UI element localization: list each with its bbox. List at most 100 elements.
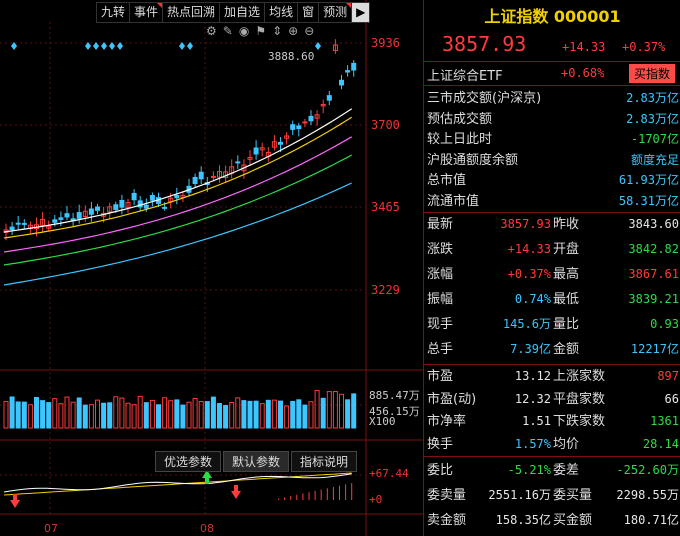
event-marker-icon: [11, 42, 17, 50]
stats-label-2: 平盘家数: [553, 391, 606, 407]
candle-body: [58, 217, 64, 220]
etf-label[interactable]: 上证综合ETF: [427, 69, 503, 84]
order-label-2: 委买量: [553, 488, 593, 503]
volume-bar: [186, 401, 192, 429]
volume-bar: [149, 399, 155, 429]
tab-default-params[interactable]: 默认参数: [223, 451, 290, 472]
order-label: 委比: [427, 463, 454, 478]
order-value-2: 180.71亿: [623, 513, 679, 527]
stats-value: 12.32: [514, 391, 551, 406]
buy-index-button[interactable]: 买指数: [629, 64, 676, 83]
gear-icon[interactable]: ⚙: [206, 24, 223, 38]
quote-label-2: 昨收: [553, 217, 580, 232]
order-label-2: 委差: [553, 463, 580, 478]
volume-bar: [82, 404, 88, 429]
event-marker-icon: [93, 42, 99, 50]
order-value: -5.21%: [507, 463, 551, 477]
volume-bar: [58, 403, 64, 429]
toolbar-button-window[interactable]: 窗: [298, 3, 320, 22]
price-axis-label: 3700: [371, 118, 400, 132]
volume-bar: [27, 404, 33, 429]
volume-bar: [265, 399, 271, 429]
candle-body: [320, 104, 326, 107]
volume-bar: [271, 399, 277, 429]
brush-icon[interactable]: ✎: [222, 24, 239, 38]
volume-bar: [52, 398, 58, 429]
kline-chart[interactable]: [0, 0, 423, 536]
candle-body: [339, 79, 344, 86]
candle-body: [278, 141, 283, 145]
tab-indicator-help[interactable]: 指标说明: [291, 451, 358, 472]
volume-bar: [119, 397, 125, 429]
quote-value: 145.6万: [502, 317, 551, 331]
candle-body: [143, 204, 149, 209]
order-value: 158.35亿: [495, 513, 551, 527]
moving-average-line: [3, 154, 352, 266]
stats-value-2: 28.14: [642, 436, 679, 451]
kline-chart-area[interactable]: 九转 事件 热点回溯 加自选 均线 窗 预测 ▶ ⚙✎◉⚑⇕⊕⊖ 3936 37…: [0, 0, 423, 536]
candle-body: [82, 210, 88, 217]
stats-row: 市盈(动) 12.32 平盘家数 66: [424, 389, 680, 410]
order-label-2: 买金额: [553, 513, 593, 528]
toolbar-button-jiuzhuan[interactable]: 九转: [97, 3, 131, 22]
rows-row: 预估成交额 2.83万亿: [424, 109, 680, 130]
toolbar-button-hotspot[interactable]: 热点回溯: [163, 3, 221, 22]
toolbar-button-events[interactable]: 事件: [130, 3, 164, 22]
quote-label: 总手: [427, 342, 454, 357]
volume-bar: [229, 402, 235, 429]
eye-icon[interactable]: ◉: [238, 24, 256, 38]
candle-body: [125, 202, 131, 208]
quote-row: 总手 7.39亿 金额 12217亿: [424, 339, 680, 360]
chart-tool-icons: ⚙✎◉⚑⇕⊕⊖: [206, 24, 320, 38]
volume-bar: [21, 401, 27, 429]
candle-body: [113, 204, 119, 210]
rows-label: 三市成交额(沪深京): [427, 91, 542, 106]
quote-value-2: 3839.21: [628, 292, 679, 306]
candle-body: [217, 171, 222, 178]
quote-label-2: 金额: [553, 342, 580, 357]
quote-label-2: 量比: [553, 317, 580, 332]
rows-label: 较上日此时: [427, 132, 493, 147]
candle-body: [9, 226, 15, 231]
order-row: 委卖量 2551.16万 委买量 2298.55万: [424, 485, 680, 506]
quote-label: 涨跌: [427, 242, 454, 257]
candle-body: [88, 208, 94, 215]
tab-optimized-params[interactable]: 优选参数: [155, 451, 222, 472]
volume-bar: [210, 396, 216, 429]
candle-body: [332, 44, 338, 52]
event-marker-icon: [109, 42, 115, 50]
moving-average-line: [3, 108, 353, 233]
zoom-in-icon[interactable]: ⊕: [288, 24, 305, 38]
candle-body: [180, 194, 186, 198]
volume-bar: [95, 399, 100, 429]
volume-bar: [192, 397, 198, 429]
candle-body: [119, 199, 125, 208]
candle-body: [308, 115, 314, 122]
rows-row: 沪股通额度余额 额度充足: [424, 150, 680, 171]
volume-bar: [125, 402, 131, 429]
flag-icon[interactable]: ⚑: [255, 24, 273, 38]
volume-bar: [332, 391, 338, 429]
toolbar-button-ma[interactable]: 均线: [265, 3, 299, 22]
candle-body: [95, 206, 100, 211]
volume-bar: [34, 396, 39, 429]
quote-label: 涨幅: [427, 267, 454, 282]
indicator-line: [3, 473, 352, 493]
candle-body: [131, 192, 137, 201]
toolbar-button-add-watchlist[interactable]: 加自选: [220, 3, 266, 22]
current-price: 3857.93: [442, 32, 527, 56]
zoom-out-icon[interactable]: ⊖: [304, 24, 321, 38]
price-change: +14.33: [562, 40, 606, 54]
quote-value-2: 3843.60: [628, 217, 679, 231]
stats-label-2: 上涨家数: [553, 369, 606, 384]
price-axis-label: 3229: [371, 283, 400, 297]
volume-bar: [223, 404, 229, 429]
volume-bar: [320, 397, 326, 429]
event-marker-icon: [179, 42, 185, 50]
toolbar-button-predict[interactable]: 预测: [319, 3, 353, 22]
expand-icon[interactable]: ⇕: [272, 24, 289, 38]
quote-panel: 上证指数 000001 3857.93 +14.33 +0.37% 上证综合ET…: [423, 0, 680, 536]
volume-bar: [70, 401, 76, 429]
play-icon[interactable]: ▶: [352, 3, 370, 22]
candle-body: [314, 114, 320, 119]
